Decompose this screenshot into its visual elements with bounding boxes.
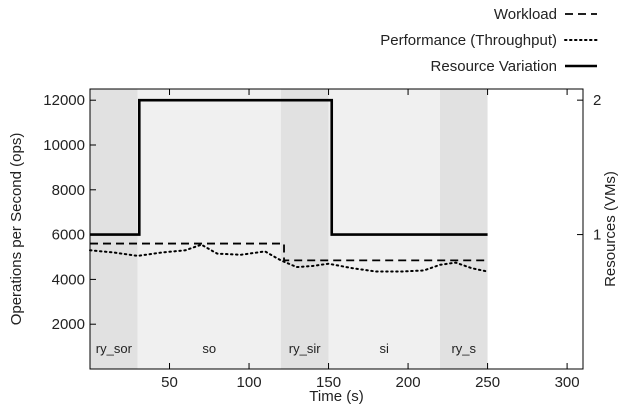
y2-tick-label: 2 (593, 92, 601, 109)
phase-band-si (328, 89, 440, 369)
x-axis-label: Time (s) (309, 388, 363, 405)
phase-band-so (137, 89, 281, 369)
y-axis-right: 12 (577, 92, 601, 244)
y-axis-left: 2000 4000 6000 8000 10000 12000 (43, 92, 96, 333)
series-line-1 (89, 243, 489, 273)
y-axis-label: Operations per Second (ops) (8, 133, 25, 326)
y2-tick-label: 1 (593, 227, 601, 244)
y-tick-label: 12000 (43, 92, 85, 109)
y-tick-label: 8000 (52, 182, 85, 199)
y2-axis-label: Resources (VMs) (602, 171, 619, 287)
series-line-0 (90, 242, 488, 262)
legend-label: Workload (494, 6, 557, 23)
legend-label: Performance (Throughput) (380, 32, 557, 49)
x-tick-label: 250 (475, 374, 500, 391)
phase-band-ry_sir (280, 89, 329, 369)
phase-label-so: so (202, 341, 216, 356)
x-tick-label: 300 (555, 374, 580, 391)
phase-labels: ry_sor so ry_sir si ry_s (96, 341, 477, 356)
x-tick-label: 50 (161, 374, 178, 391)
series-line-2 (90, 98, 488, 236)
x-axis: 50 100 150 200 250 300 (161, 89, 580, 391)
x-tick-label: 200 (396, 374, 421, 391)
series-layer (89, 98, 489, 273)
plot-frame (89, 88, 584, 370)
phase-label-ry_sir: ry_sir (289, 341, 321, 356)
phase-label-ry_sor: ry_sor (96, 341, 133, 356)
phase-label-si: si (380, 341, 390, 356)
phase-label-ry_s: ry_s (451, 341, 476, 356)
y-tick-label: 4000 (52, 271, 85, 288)
x-tick-label: 150 (316, 374, 341, 391)
legend-label: Resource Variation (431, 58, 557, 75)
phase-band-ry_s (439, 89, 488, 369)
legend: Workload Performance (Throughput) Resource… (380, 6, 598, 75)
y-tick-label: 6000 (52, 227, 85, 244)
phase-shading (90, 89, 488, 369)
x-tick-label: 100 (237, 374, 262, 391)
phase-band-ry_sor (90, 89, 138, 369)
y-tick-label: 10000 (43, 137, 85, 154)
y-tick-label: 2000 (52, 316, 85, 333)
